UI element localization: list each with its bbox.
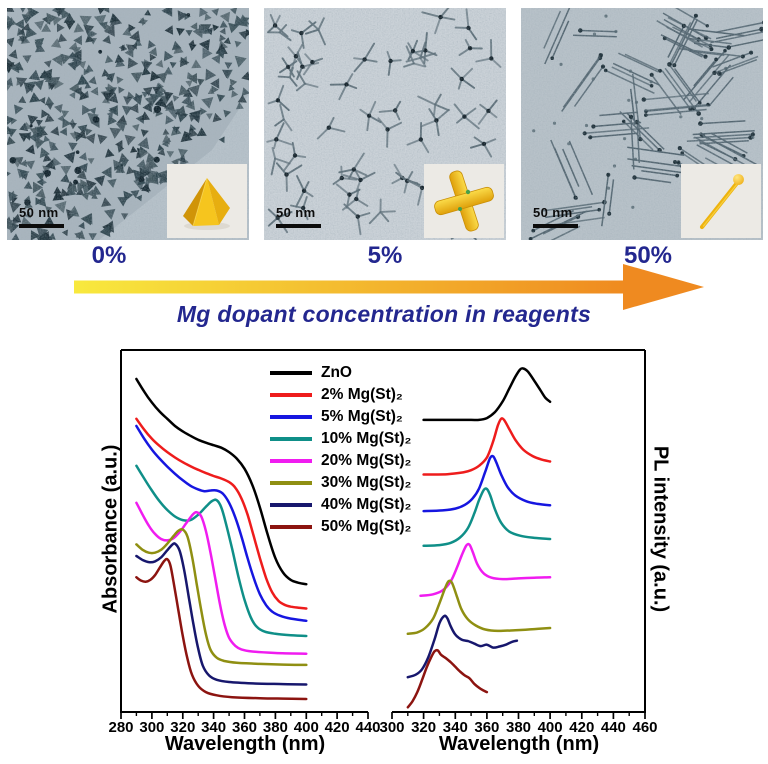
curve-zno — [135, 377, 308, 586]
arrow-shaft — [74, 280, 627, 294]
chart-legend: ZnO 2% Mg(St)₂ 5% Mg(St)₂ 10% Mg(St)₂ 20… — [270, 362, 411, 538]
scale-bar-line — [276, 224, 321, 228]
chart-frame — [120, 349, 646, 713]
y-axis-label-pl-intensity: PL intensity (a.u.) — [649, 445, 672, 613]
legend-item-40pct: 40% Mg(St)₂ — [270, 494, 411, 516]
legend-item-2pct: 2% Mg(St)₂ — [270, 384, 411, 406]
curve-30-mg-st-2 — [135, 528, 308, 667]
series-curves-plot0 — [135, 377, 308, 701]
dopant-percent-label-0: 0% — [91, 242, 127, 269]
curve-5-mg-st-2 — [422, 454, 552, 513]
x-tick-label: 440 — [601, 719, 626, 736]
scale-bar-line — [533, 224, 578, 228]
x-tick-label: 380 — [263, 719, 288, 736]
legend-item-10pct: 10% Mg(St)₂ — [270, 428, 411, 450]
x-tick-label: 360 — [232, 719, 257, 736]
legend-swatch — [270, 371, 312, 375]
legend-item-20pct: 20% Mg(St)₂ — [270, 450, 411, 472]
shape-inset-tetrapod — [424, 164, 504, 238]
legend-swatch — [270, 503, 312, 507]
tem-image-5pct: 50 nm — [264, 8, 506, 240]
x-tick-label: 440 — [355, 719, 380, 736]
x-axis-ticks-plot1: 300 320 340 360 380 400 420 440 460 — [379, 712, 658, 736]
x-tick-label: 360 — [474, 719, 499, 736]
x-tick-label: 300 — [379, 719, 404, 736]
curve-50-mg-st-2 — [135, 557, 308, 701]
legend-item-30pct: 30% Mg(St)₂ — [270, 472, 411, 494]
pyramid-icon — [183, 177, 230, 230]
legend-item-5pct: 5% Mg(St)₂ — [270, 406, 411, 428]
curve-2-mg-st-2 — [422, 417, 552, 476]
x-tick-label: 280 — [108, 719, 133, 736]
curve-2-mg-st-2 — [135, 417, 308, 610]
scale-bar-label: 50 nm — [19, 205, 59, 220]
scale-bar-label: 50 nm — [276, 205, 316, 220]
legend-swatch — [270, 481, 312, 485]
curve-40-mg-st-2 — [406, 614, 519, 679]
x-tick-label: 420 — [325, 719, 350, 736]
shape-inset-nanorod — [681, 164, 761, 238]
gradient-arrow — [74, 264, 704, 310]
x-tick-label: 320 — [411, 719, 436, 736]
curve-20-mg-st-2 — [135, 501, 308, 655]
scale-bar: 50 nm — [19, 204, 64, 228]
arrow-caption: Mg dopant concentration in reagents — [176, 301, 592, 327]
x-tick-label: 320 — [170, 719, 195, 736]
x-tick-label: 400 — [294, 719, 319, 736]
curve-10-mg-st-2 — [135, 464, 308, 638]
legend-swatch — [270, 437, 312, 441]
y-axis-label-absorbance: Absorbance (a.u.) — [99, 444, 122, 614]
scale-bar: 50 nm — [533, 204, 578, 228]
curve-50-mg-st-2 — [406, 648, 489, 709]
x-tick-label: 420 — [569, 719, 594, 736]
legend-item-zno: ZnO — [270, 362, 411, 384]
legend-swatch — [270, 393, 312, 397]
legend-swatch — [270, 525, 312, 529]
scale-bar-label: 50 nm — [533, 205, 573, 220]
legend-swatch — [270, 415, 312, 419]
dopant-percent-label-1: 5% — [367, 242, 403, 269]
x-tick-label: 340 — [201, 719, 226, 736]
curve-zno — [422, 367, 552, 422]
arrow-head — [623, 264, 704, 310]
x-axis-label-right: Wavelength (nm) — [438, 733, 600, 755]
curve-30-mg-st-2 — [406, 579, 552, 636]
scale-bar-line — [19, 224, 64, 228]
dopant-percent-label-2: 50% — [623, 242, 673, 269]
series-curves-plot1 — [406, 367, 552, 709]
scale-bar: 50 nm — [276, 204, 321, 228]
curve-5-mg-st-2 — [135, 424, 308, 623]
curve-20-mg-st-2 — [419, 542, 552, 598]
x-tick-label: 300 — [139, 719, 164, 736]
x-axis-label-left: Wavelength (nm) — [164, 733, 326, 755]
tem-image-0pct: 50 nm — [7, 8, 249, 240]
tem-image-50pct: 50 nm — [521, 8, 763, 240]
x-axis-ticks-plot0: 280 300 320 340 360 380 400 420 440 — [108, 712, 381, 736]
curve-10-mg-st-2 — [422, 487, 552, 548]
x-tick-label: 380 — [506, 719, 531, 736]
curve-40-mg-st-2 — [135, 542, 308, 686]
nanorod-icon — [699, 174, 744, 230]
legend-swatch — [270, 459, 312, 463]
x-tick-label: 460 — [632, 719, 657, 736]
shape-inset-pyramid — [167, 164, 247, 238]
tetrapod-icon — [434, 170, 494, 232]
x-tick-label: 400 — [538, 719, 563, 736]
x-tick-label: 340 — [443, 719, 468, 736]
legend-item-50pct: 50% Mg(St)₂ — [270, 516, 411, 538]
